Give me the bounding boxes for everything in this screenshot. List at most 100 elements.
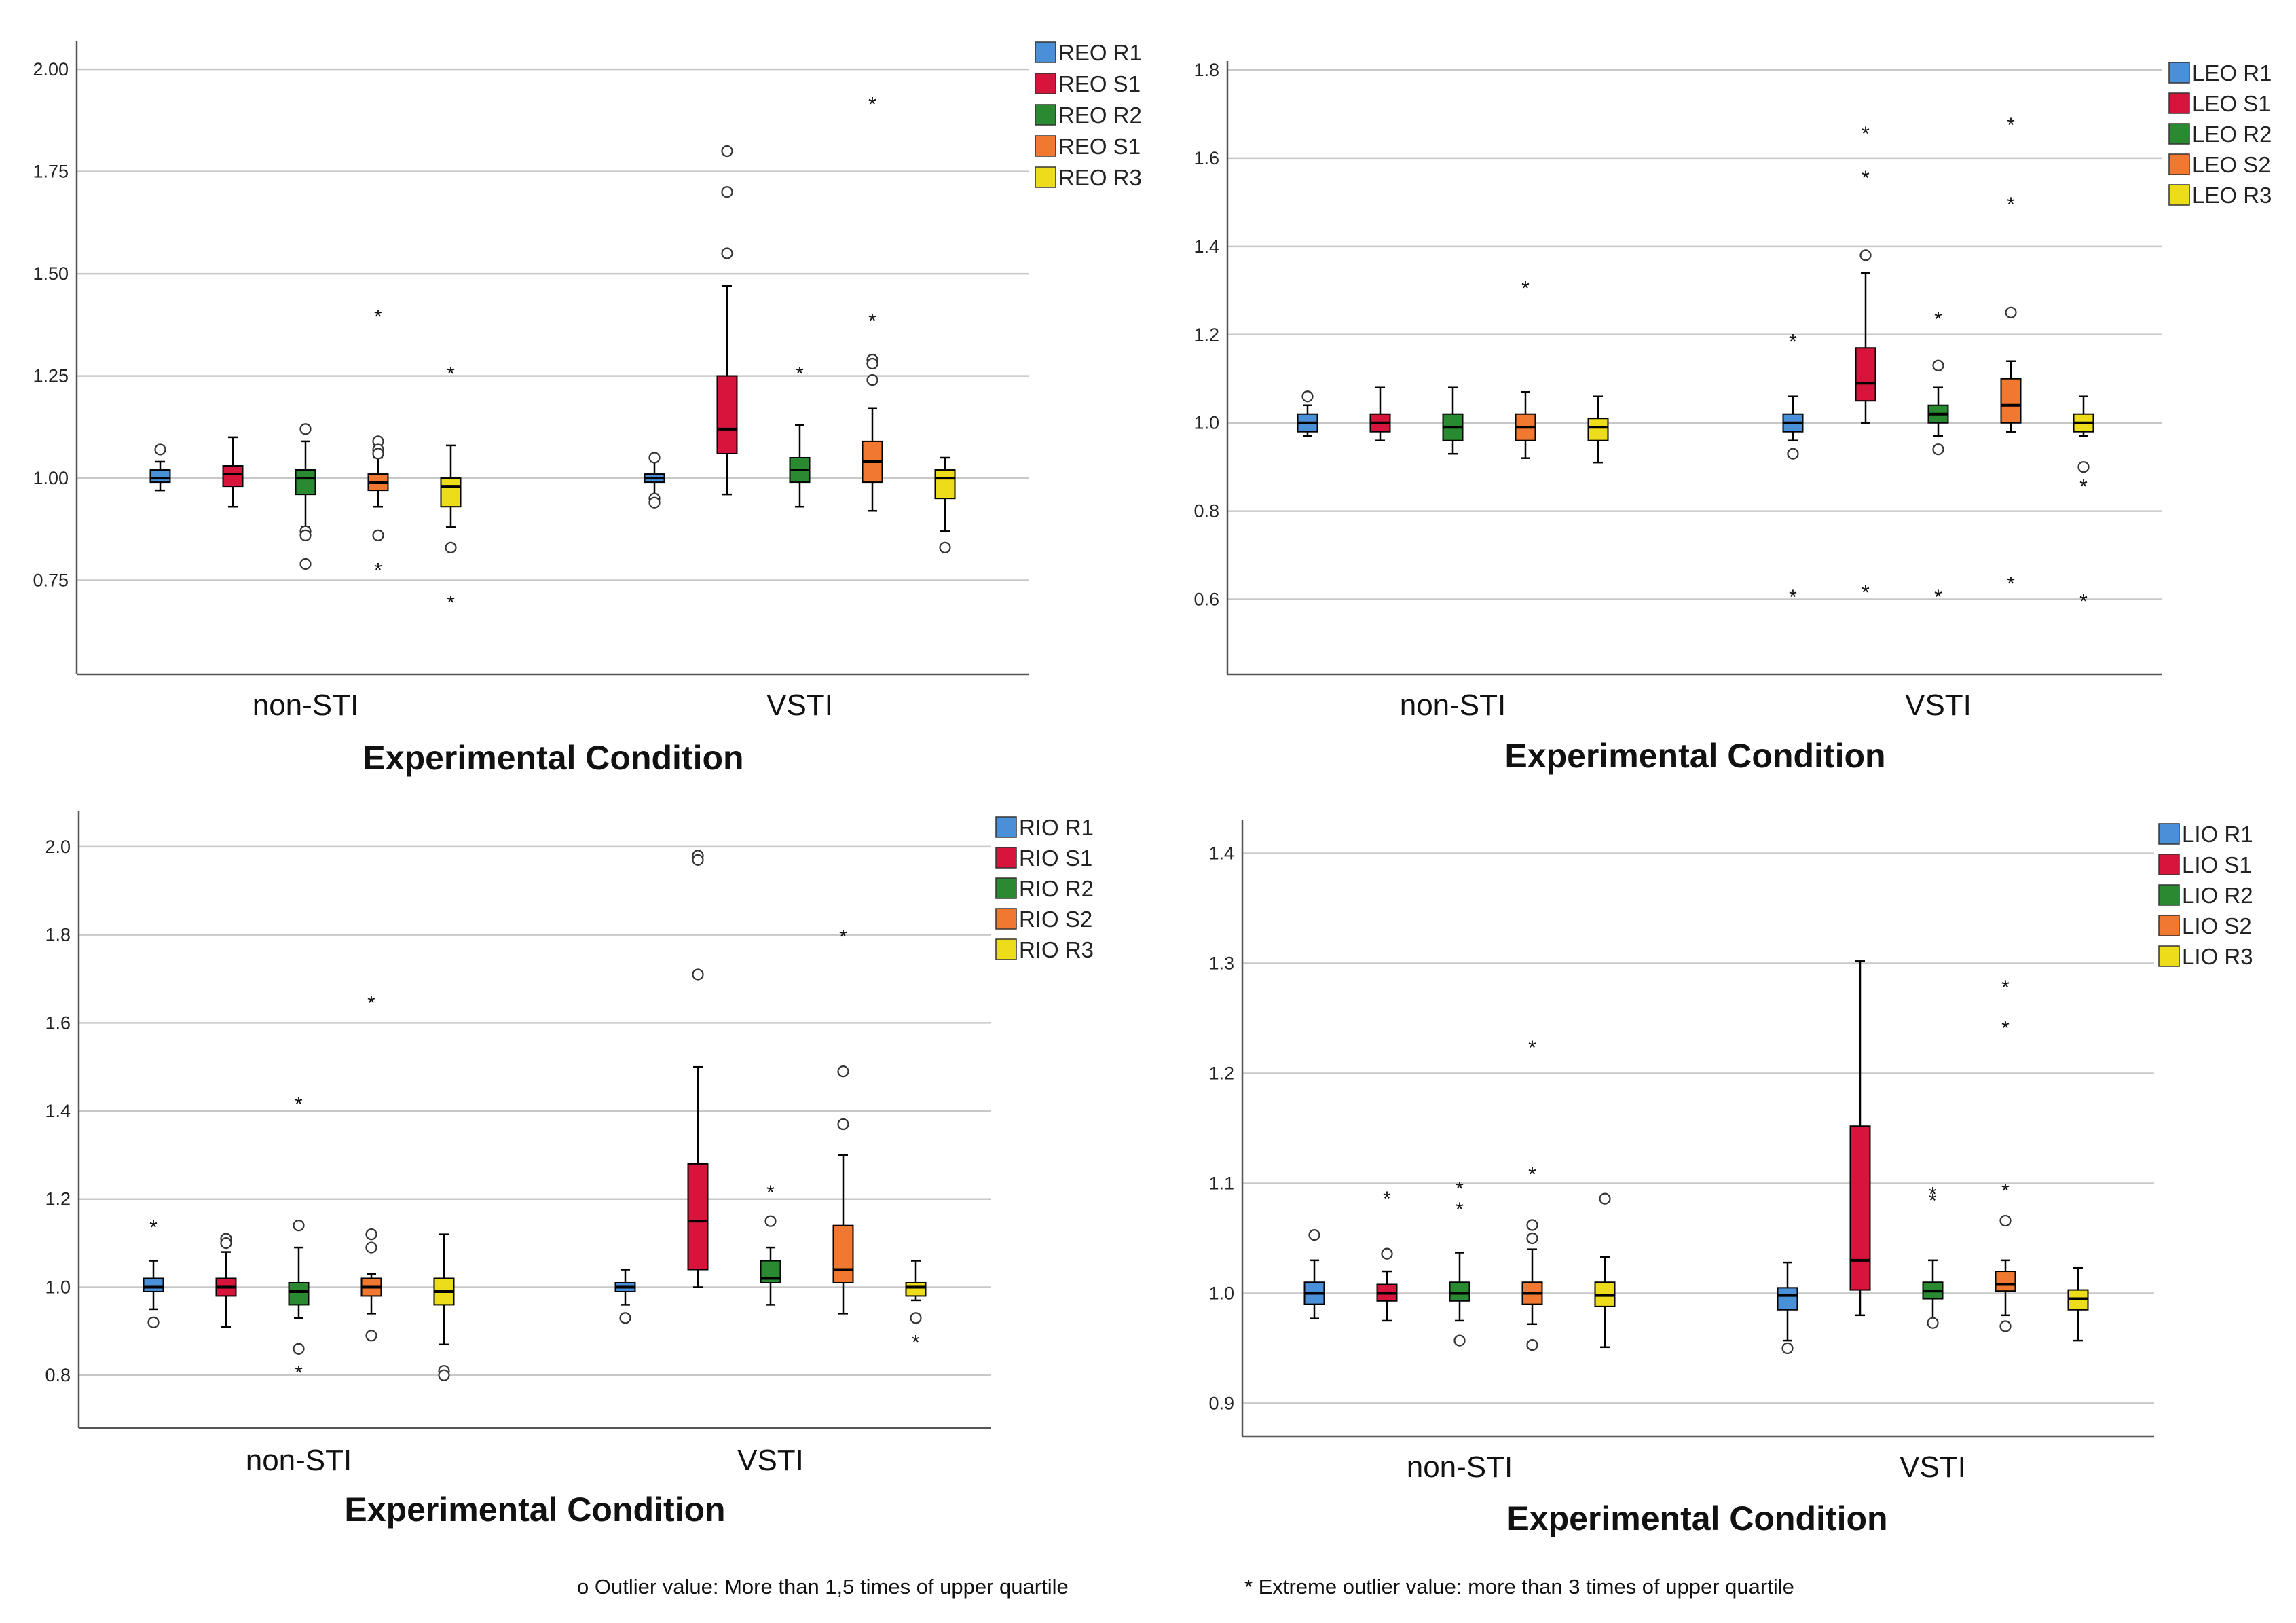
box-body [149,469,171,484]
extreme-outlier-point: * [2001,1017,2010,1040]
legend-swatch [2168,184,2190,206]
box-rio-r1: * [143,1217,164,1328]
legend-swatch [1035,135,1056,157]
outlier-point [372,448,384,460]
outlier-point [1927,1317,1939,1329]
extreme-outlier-point: * [2007,114,2015,136]
legend-swatch [995,816,1017,838]
y-tick-label: 1.0 [1208,1283,1234,1303]
y-tick-label: 1.2 [45,1189,71,1209]
y-tick-label: 0.6 [1193,589,1219,610]
extreme-outlier-point: * [1789,586,1797,608]
outlier-point [147,1316,160,1328]
outlier-point [692,968,704,981]
box-reo-s1 [222,436,244,508]
y-tick-label: 0.8 [45,1365,71,1385]
legend-label: LIO R3 [2182,944,2253,969]
outlier-point [2005,306,2017,318]
box-body [716,375,738,454]
outlier-point [1999,1320,2012,1332]
legend-label: LIO S1 [2182,852,2252,877]
box-lio-s1: * [1376,1188,1398,1322]
box-leo-s2: * [1515,277,1536,459]
box-body [288,1281,310,1306]
y-tick-label: 1.0 [45,1277,71,1297]
extreme-outlier-point: * [295,1093,303,1116]
footnote-outlier: o Outlier value: More than 1,5 times of … [577,1575,1069,1599]
box-body [832,1224,854,1283]
extreme-outlier-point: * [1934,586,1942,608]
y-tick-label: 1.75 [33,162,69,182]
box-rio-r2: * [760,1182,781,1306]
box-reo-r1 [644,452,665,509]
outlier-point [220,1237,232,1250]
box-leo-r3: ** [2073,395,2094,613]
legend-swatch [995,877,1017,899]
legend-swatch [2168,62,2190,84]
extreme-outlier-point: * [149,1217,158,1239]
legend-label: LEO R3 [2192,183,2272,208]
outlier-point [721,186,733,198]
extreme-outlier-point: * [1934,308,1942,331]
outlier-point [1526,1338,1538,1351]
outlier-point [648,496,661,509]
outlier-point [1526,1232,1538,1245]
extreme-outlier-point: * [2001,1180,2010,1203]
legend-swatch [1035,166,1056,188]
y-tick-label: 1.1 [1208,1173,1234,1193]
outlier-point [837,1118,849,1131]
extreme-outlier-point: * [374,559,382,581]
box-lio-r3 [1594,1192,1616,1349]
extreme-outlier-point: * [2001,977,2010,999]
legend-swatch [1035,73,1056,94]
outlier-point [293,1220,305,1232]
outlier-point [1301,390,1314,403]
box-body [1849,1125,1871,1291]
box-lio-s2: ** [1521,1037,1543,1351]
outlier-point [866,374,878,386]
extreme-outlier-point: * [295,1362,303,1385]
outlier-point [372,529,384,541]
y-tick-label: 1.25 [33,366,69,386]
legend-label: LIO R2 [2182,883,2253,908]
box-leo-r1 [1297,390,1318,437]
outlier-point [1932,443,1944,456]
y-tick-label: 0.8 [1193,501,1219,522]
legend-label: LEO R2 [2192,122,2272,147]
x-axis-title: Experimental Condition [344,1491,725,1529]
extreme-outlier-point: * [1521,277,1530,299]
extreme-outlier-point: * [1929,1190,1937,1212]
legend-swatch [995,938,1017,960]
outlier-point [1781,1342,1794,1355]
box-body [1449,1281,1470,1302]
y-tick-label: 1.50 [33,263,69,284]
legend-label: REO S1 [1058,134,1141,159]
legend-swatch [2158,854,2180,875]
outlier-point [692,854,704,866]
box-body [143,1277,164,1292]
x-axis-title: Experimental Condition [1506,1499,1887,1537]
x-category-label: VSTI [766,689,833,722]
extreme-outlier-point: * [1862,123,1870,145]
legend-label: LEO S1 [2192,91,2271,116]
extreme-outlier-point: * [766,1182,775,1204]
box-body [440,477,462,508]
outlier-point [1381,1247,1393,1260]
outlier-point [299,558,312,570]
box-reo-s1 [716,145,738,496]
legend-swatch [2158,915,2180,936]
y-tick-label: 1.2 [1193,325,1219,345]
box-leo-r2: ** [1927,308,1949,608]
box-rio-r3 [433,1233,455,1381]
y-tick-label: 2.00 [33,59,69,79]
box-reo-r3: ** [440,363,462,615]
x-category-label: non-STI [253,689,359,722]
outlier-point [837,1065,849,1078]
box-lio-s1 [1849,960,1871,1317]
x-category-label: non-STI [1407,1451,1513,1484]
box-reo-s1: ** [367,306,389,581]
box-reo-r2: * [789,363,811,508]
outlier-point [1308,1229,1320,1241]
outlier-point [1599,1192,1611,1205]
